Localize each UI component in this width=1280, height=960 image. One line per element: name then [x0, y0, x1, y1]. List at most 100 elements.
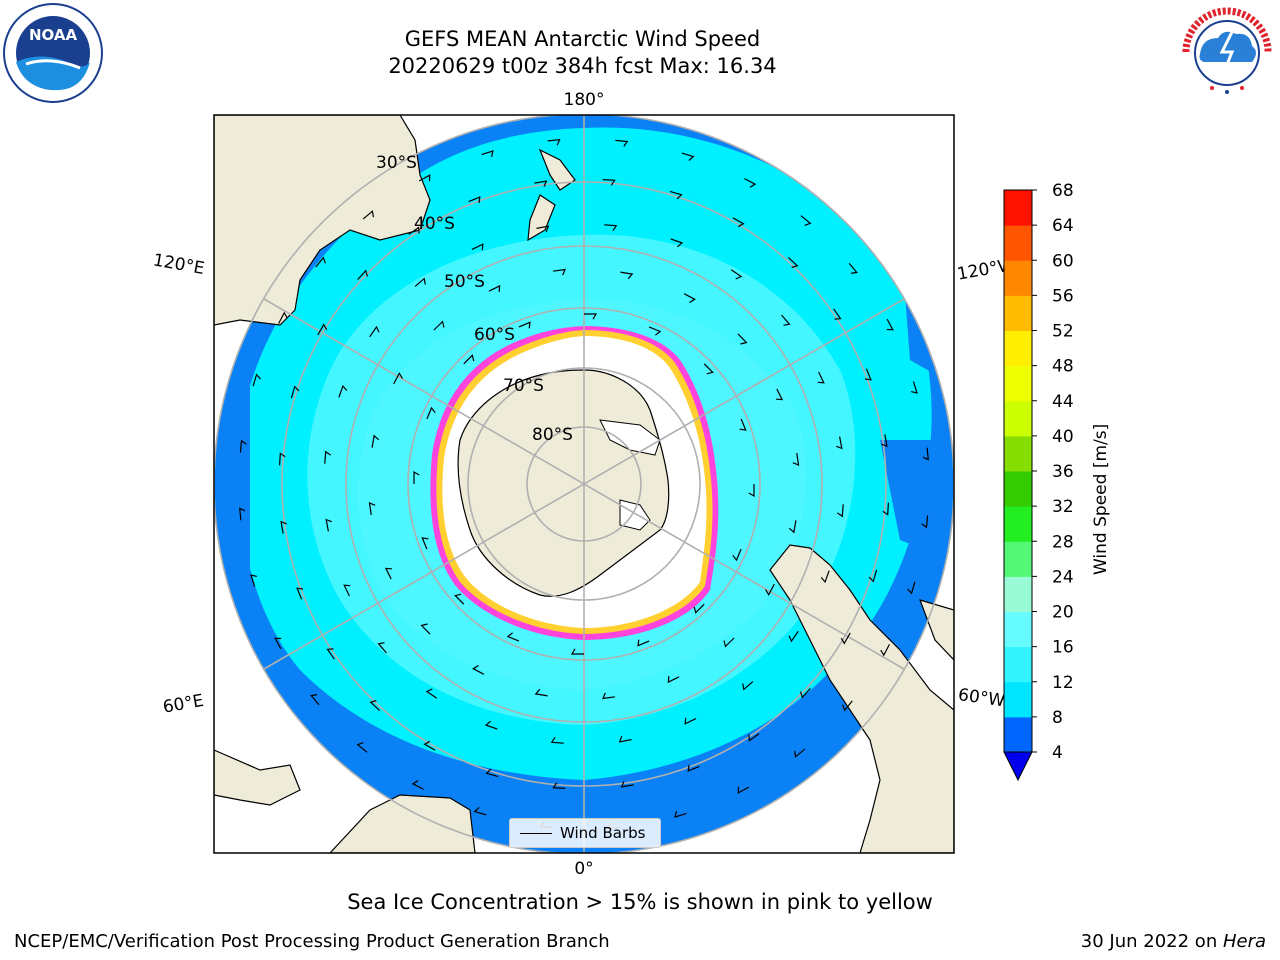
- chart-subtitle-forecast: 20220629 t00z 384h fcst Max: 16.34: [388, 54, 777, 78]
- wind-barb: [472, 664, 485, 675]
- wind-barb: [910, 381, 918, 394]
- wind-barb: [310, 694, 320, 706]
- wind-barb: [602, 179, 616, 186]
- colorbar-tick-label: 36: [1052, 462, 1074, 482]
- wind-barb: [484, 720, 498, 730]
- wind-barb: [687, 764, 700, 772]
- wind-barb: [425, 688, 438, 699]
- wind-barb: [362, 210, 374, 220]
- wind-barb: [536, 225, 550, 233]
- wind-barb: [570, 648, 584, 655]
- wind-barb: [788, 630, 799, 643]
- legend-line-icon: [520, 832, 552, 834]
- colorbar-segment: [1004, 260, 1032, 296]
- wind-barb: [468, 196, 481, 204]
- wind-barb: [411, 780, 424, 790]
- lon-label-180: 180°: [564, 90, 605, 110]
- wind-barb: [820, 570, 830, 584]
- wind-barb: [835, 436, 843, 450]
- wind-barb: [842, 700, 853, 712]
- map-frame: [213, 114, 955, 854]
- colorbar-segment: [1004, 541, 1032, 577]
- wind-barb: [684, 717, 697, 725]
- wind-barb: [393, 372, 404, 385]
- wind-barb: [426, 406, 436, 420]
- lon-label-60w: 60°W: [957, 685, 1006, 711]
- colorbar-segment: [1004, 576, 1032, 612]
- colorbar-tick-label: 44: [1052, 392, 1074, 412]
- wind-barb: [882, 502, 889, 516]
- wind-barb: [377, 642, 387, 654]
- wind-barb: [836, 504, 844, 518]
- colorbar-segment: [1004, 716, 1032, 753]
- wind-barb: [693, 603, 705, 614]
- wind-barb: [637, 639, 650, 647]
- colorbar-segment: [1004, 681, 1032, 718]
- wind-barb: [239, 439, 247, 453]
- colorbar-segment: [1004, 190, 1032, 226]
- wind-barb: [338, 384, 348, 398]
- wind-barb: [840, 632, 851, 645]
- wind-barb: [732, 548, 742, 562]
- wind-barb: [296, 587, 304, 600]
- wind-barb: [325, 518, 333, 532]
- wind-barb: [848, 262, 858, 274]
- lat-label-70s: 70°S: [503, 376, 544, 396]
- lat-label-60s: 60°S: [474, 325, 515, 345]
- colorbar-tick-label: 68: [1052, 181, 1074, 201]
- wind-barb: [674, 810, 687, 818]
- footer-date: 30 Jun 2022 on Hera: [1080, 931, 1266, 952]
- wind-barb: [274, 637, 282, 650]
- wind-barb: [792, 453, 800, 466]
- wind-barb: [620, 271, 634, 280]
- legend-label: Wind Barbs: [560, 824, 646, 842]
- sea-ice-note: Sea Ice Concentration > 15% is shown in …: [347, 890, 933, 914]
- wind-barb: [433, 320, 445, 331]
- wind-barb: [280, 520, 287, 534]
- nws-logo: [1178, 4, 1276, 102]
- wind-barb: [921, 515, 929, 529]
- wind-barb: [534, 180, 548, 187]
- colorbar-tick-label: 56: [1052, 286, 1074, 306]
- wind-barb: [552, 782, 566, 789]
- wind-barb: [369, 699, 381, 711]
- lon-label-0: 0°: [574, 859, 593, 879]
- wind-barb: [421, 537, 429, 550]
- wind-barb: [615, 139, 629, 147]
- wind-barb: [748, 733, 760, 742]
- colorbar-tick-label: 28: [1052, 532, 1074, 552]
- wind-barb: [683, 293, 696, 304]
- wind-barb: [506, 632, 520, 642]
- colorbar-tick-label: 12: [1052, 673, 1074, 693]
- wind-barb: [744, 178, 757, 188]
- wind-barb: [454, 593, 465, 605]
- wind-barb: [278, 311, 288, 324]
- wind-barb: [371, 434, 380, 448]
- wind-barb: [481, 150, 494, 158]
- colorbar-segment: [1004, 435, 1032, 472]
- wind-barb: [764, 583, 775, 596]
- wind-barb: [781, 314, 791, 326]
- wind-barb: [817, 371, 825, 384]
- wind-barb: [413, 470, 420, 484]
- wind-barb: [384, 567, 392, 580]
- colorbar-tick-label: 4: [1052, 743, 1063, 763]
- wind-barb: [737, 786, 750, 794]
- wind-barb: [886, 318, 894, 331]
- wind-barb: [799, 687, 811, 699]
- colorbar-tick-label: 24: [1052, 567, 1074, 587]
- wind-barbs: [238, 138, 930, 830]
- wind-barb: [730, 269, 743, 280]
- wind-barb: [423, 740, 436, 751]
- wind-barb: [485, 768, 499, 778]
- colorbar-tick-label: 8: [1052, 708, 1063, 728]
- wind-barb: [279, 452, 286, 466]
- wind-barb: [604, 224, 618, 232]
- colorbar-segment: [1004, 295, 1032, 331]
- wind-barb: [602, 692, 615, 700]
- wind-barb: [414, 277, 426, 287]
- wind-barb: [290, 385, 300, 399]
- lat-label-30s: 30°S: [376, 153, 417, 173]
